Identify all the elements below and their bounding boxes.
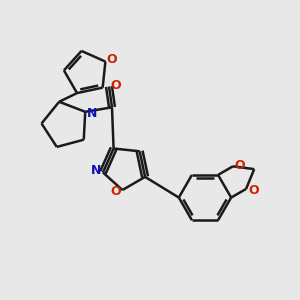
Text: N: N — [87, 107, 97, 120]
Text: O: O — [235, 159, 245, 172]
Text: O: O — [110, 79, 121, 92]
Text: O: O — [111, 185, 121, 198]
Text: O: O — [106, 53, 117, 66]
Text: O: O — [248, 184, 259, 196]
Text: N: N — [91, 164, 102, 178]
